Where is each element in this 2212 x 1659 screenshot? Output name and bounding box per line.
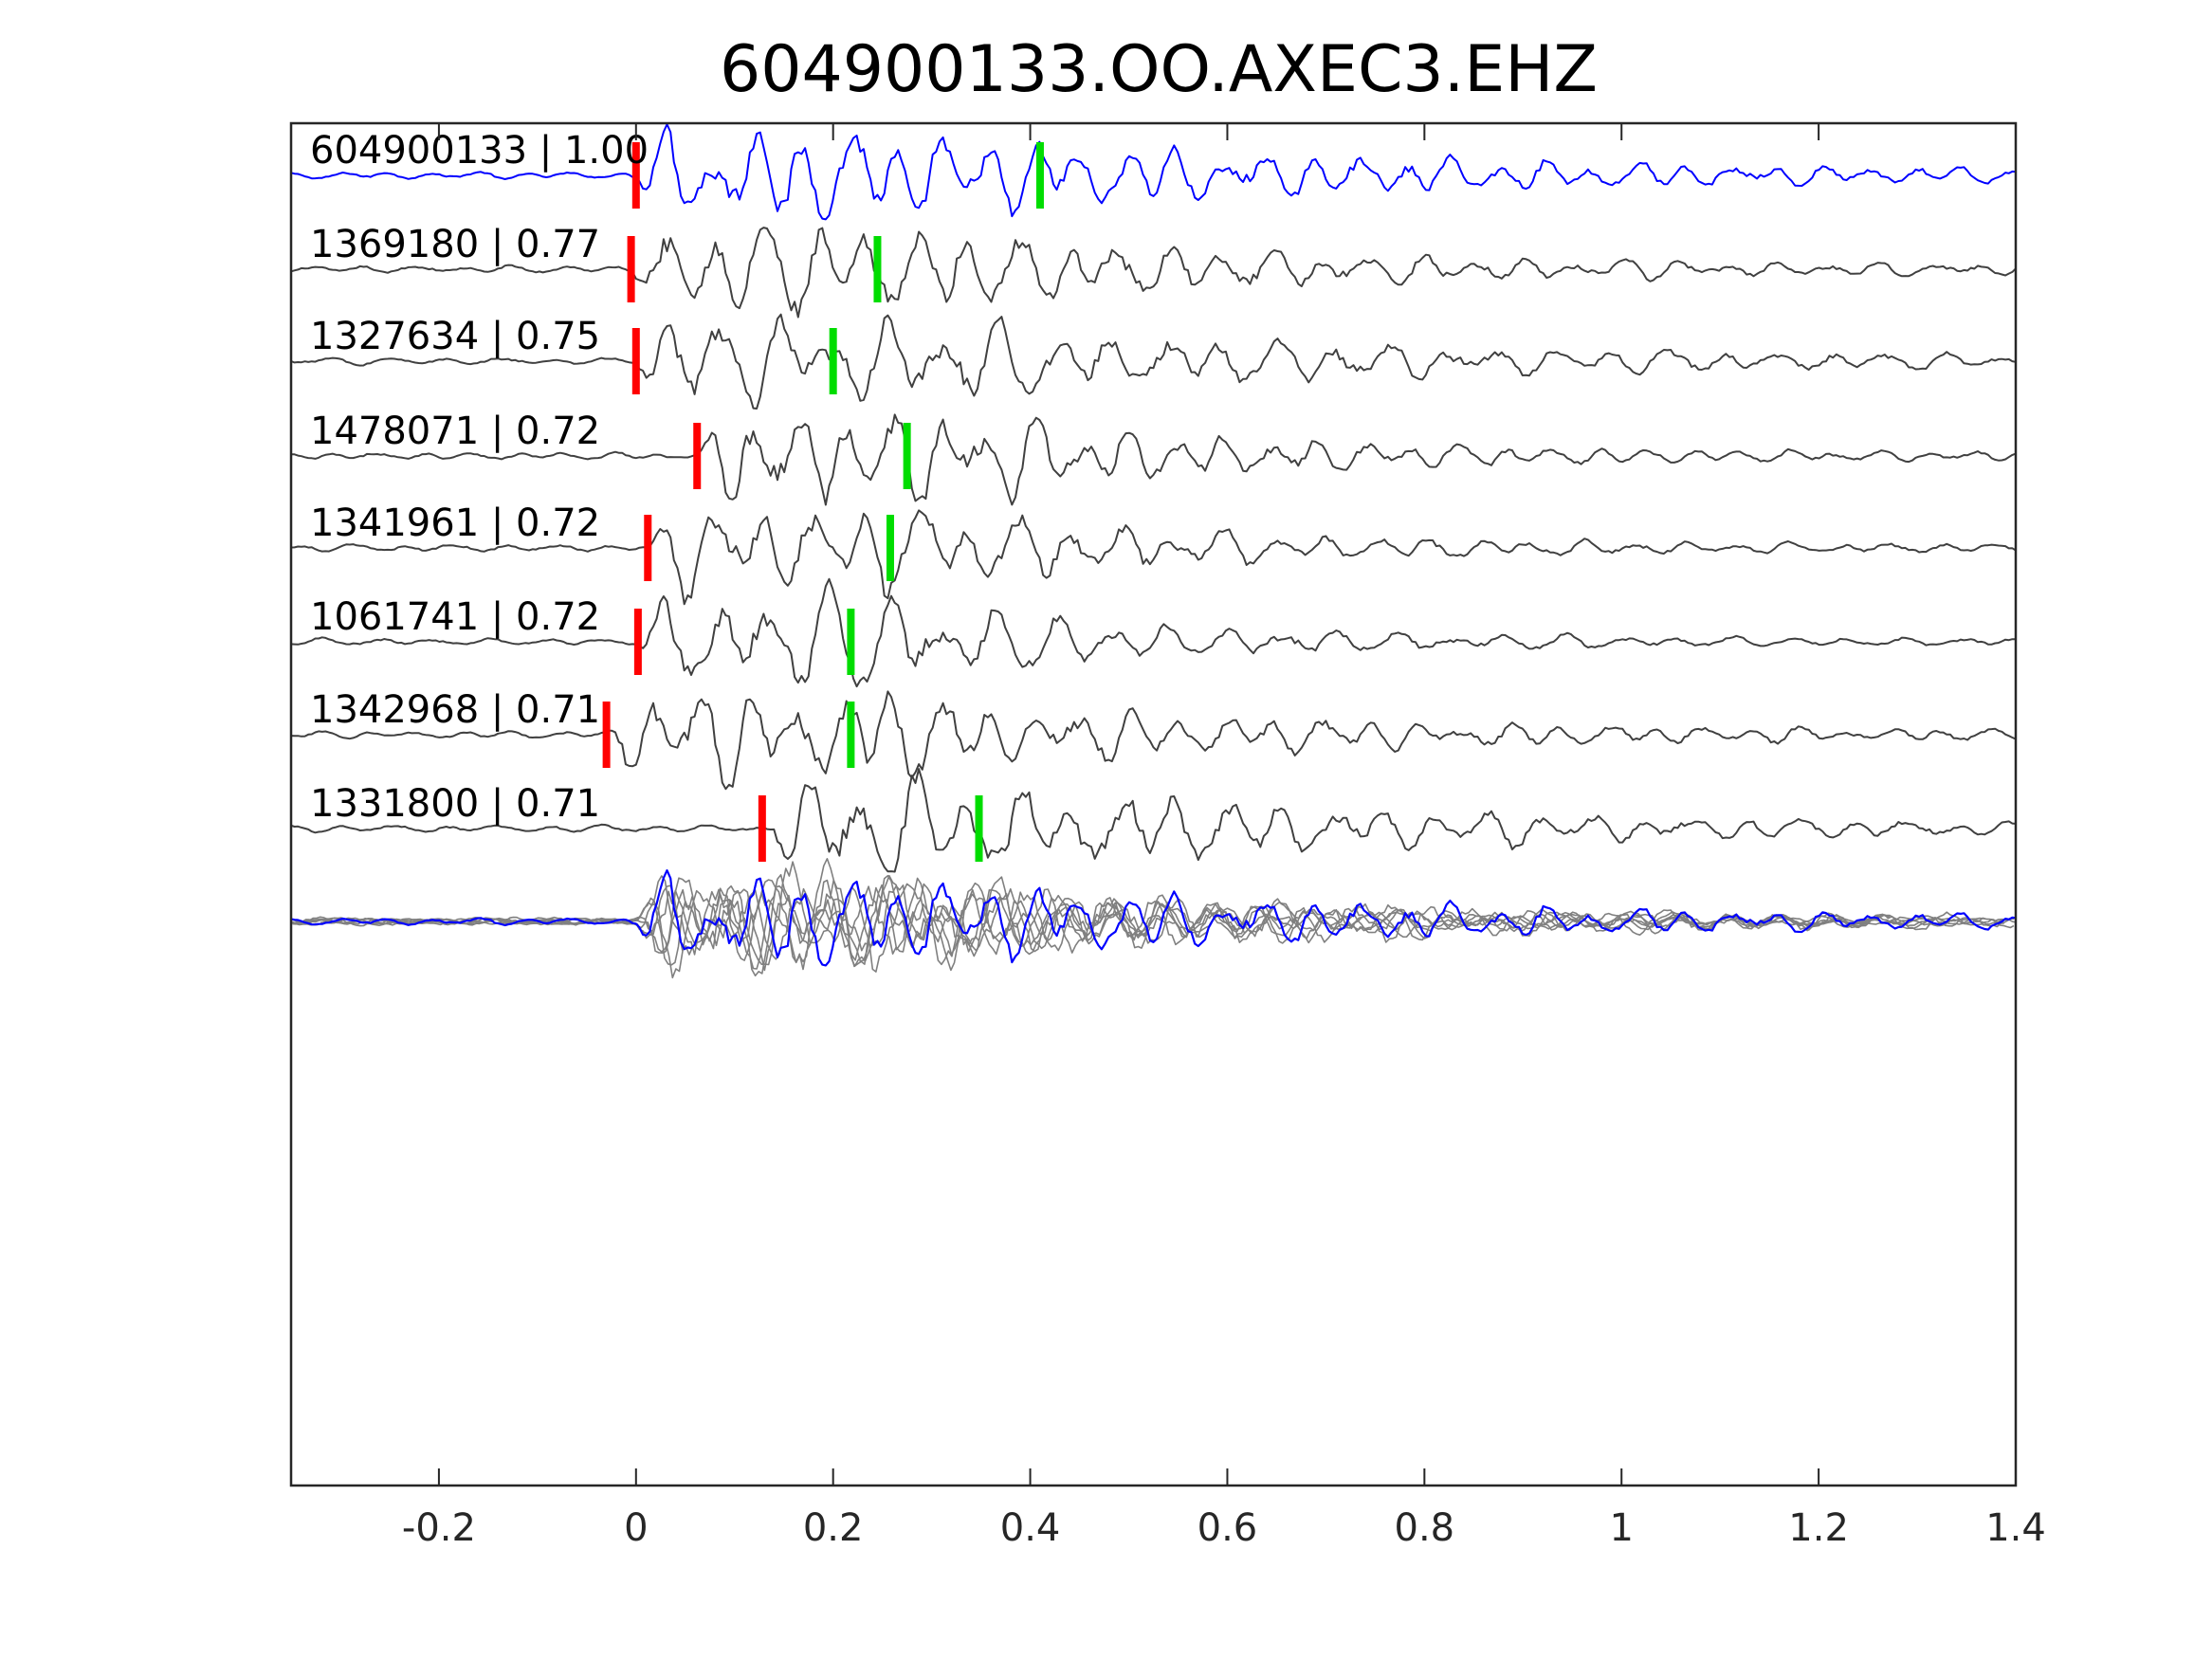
s-pick-marker <box>847 609 855 675</box>
s-pick-marker <box>829 328 837 394</box>
x-axis-ticks <box>437 123 2017 1486</box>
x-tick-label: 0.2 <box>803 1506 864 1550</box>
overlay-trace-7 <box>292 861 1891 966</box>
p-pick-marker <box>693 423 702 489</box>
p-pick-marker <box>631 328 640 394</box>
x-tick-label: 1.4 <box>1985 1506 2046 1550</box>
trace-7 <box>290 768 2017 873</box>
trace-2 <box>290 313 2017 410</box>
trace-label: 604900133 | 1.00 <box>310 129 649 173</box>
trace-group <box>290 123 2017 873</box>
trace-label: 1341961 | 0.72 <box>310 501 600 545</box>
overlay-trace-0 <box>290 869 2017 967</box>
stack-overlay <box>290 858 2017 979</box>
p-pick-marker <box>644 515 652 581</box>
pick-markers <box>602 142 1044 862</box>
trace-label: 1061741 | 0.72 <box>310 595 600 639</box>
x-tick-label: 1.2 <box>1788 1506 1849 1550</box>
x-tick-label: 0.8 <box>1395 1506 1455 1550</box>
x-tick-label: 1 <box>1610 1506 1634 1550</box>
x-tick-label: 0 <box>624 1506 648 1550</box>
chart-title: 604900133.OO.AXEC3.EHZ <box>720 32 1598 107</box>
x-axis-tick-labels: -0.2 0 0.2 0.4 0.6 0.8 1 1.2 1.4 <box>402 1506 2046 1550</box>
trace-4 <box>290 509 2017 606</box>
trace-label: 1478071 | 0.72 <box>310 410 600 453</box>
s-pick-marker <box>975 795 983 862</box>
plot-frame <box>289 121 2018 1487</box>
trace-3 <box>291 413 2017 506</box>
p-pick-marker <box>758 795 766 862</box>
trace-label: 1342968 | 0.71 <box>310 688 600 732</box>
x-tick-label: 0.4 <box>1000 1506 1061 1550</box>
p-pick-marker <box>627 236 635 302</box>
trace-5 <box>290 577 2016 688</box>
trace-label: 1369180 | 0.77 <box>310 223 600 266</box>
x-tick-label: 0.6 <box>1197 1506 1258 1550</box>
s-pick-marker <box>873 236 882 302</box>
x-tick-label: -0.2 <box>402 1506 476 1550</box>
s-pick-marker <box>847 702 855 768</box>
trace-1 <box>290 227 2017 319</box>
p-pick-marker <box>633 609 642 675</box>
trace-labels: 604900133 | 1.00 1369180 | 0.77 1327634 | … <box>310 129 649 826</box>
trace-6 <box>290 690 2017 791</box>
trace-label: 1327634 | 0.75 <box>310 315 600 358</box>
trace-label: 1331800 | 0.71 <box>310 782 600 826</box>
s-pick-marker <box>903 423 911 489</box>
trace-0 <box>290 123 2017 221</box>
p-pick-marker <box>602 702 611 768</box>
s-pick-marker <box>1035 142 1044 209</box>
p-pick-marker <box>631 142 640 209</box>
s-pick-marker <box>886 515 894 581</box>
